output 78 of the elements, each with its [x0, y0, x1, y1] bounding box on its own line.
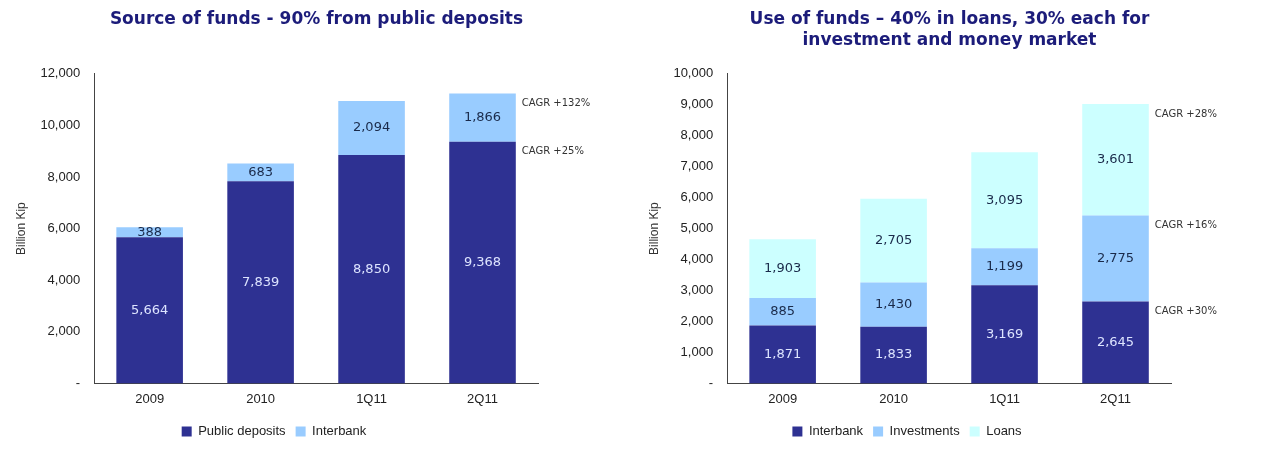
x-tick-label: 2009 — [135, 390, 165, 406]
data-label: 9,368 — [463, 253, 502, 269]
data-label: 2,645 — [1096, 333, 1135, 349]
y-tick-label: 1,000 — [680, 344, 714, 360]
y-tick-label: 9,000 — [680, 96, 714, 112]
bar — [749, 239, 816, 299]
data-label: 1,866 — [463, 109, 502, 125]
data-label: 2,094 — [352, 119, 391, 135]
data-label: 2,775 — [1096, 249, 1135, 265]
data-label: 1,903 — [764, 259, 802, 275]
bar — [338, 101, 405, 156]
legend-label: Public deposits — [198, 423, 287, 439]
y-tick-label: 6,000 — [680, 189, 714, 205]
bar — [860, 198, 927, 283]
y-tick-label: 2,000 — [680, 313, 714, 329]
y-tick-label: - — [75, 374, 81, 390]
data-label: 7,839 — [241, 273, 280, 289]
annotation: CAGR +16% — [1154, 219, 1217, 231]
y-tick-label: 7,000 — [680, 158, 714, 174]
bar — [860, 326, 927, 384]
legend-label: Loans — [986, 423, 1023, 439]
y-tick-label: - — [708, 374, 714, 390]
data-label: 5,664 — [131, 301, 169, 317]
legend-label: Investments — [889, 423, 961, 439]
bar — [227, 181, 294, 384]
x-tick-label: 2Q11 — [1100, 390, 1131, 406]
bar — [1082, 215, 1149, 302]
data-label: 1,833 — [874, 346, 913, 362]
y-tick-label: 4,000 — [680, 251, 714, 267]
data-label: 1,430 — [874, 295, 913, 311]
y-tick-label: 8,000 — [680, 127, 714, 143]
data-label: 3,601 — [1096, 151, 1135, 167]
bar — [971, 152, 1038, 249]
legend-label: Interbank — [312, 423, 367, 439]
y-tick-label: 3,000 — [680, 282, 714, 298]
y-tick-label: 4,000 — [47, 271, 81, 287]
x-tick-label: 1Q11 — [989, 390, 1020, 406]
data-label: 3,169 — [985, 325, 1024, 341]
bar — [860, 282, 927, 327]
bar — [116, 237, 183, 384]
annotation: CAGR +28% — [1154, 107, 1217, 119]
data-label: 388 — [137, 223, 163, 239]
y-tick-label: 10,000 — [40, 116, 81, 132]
data-label: 3,095 — [985, 191, 1024, 207]
y-tick-label: 2,000 — [47, 323, 81, 339]
annotation: CAGR +30% — [1154, 305, 1217, 317]
bar — [971, 285, 1038, 384]
y-tick-label: 8,000 — [47, 168, 81, 184]
annotation: CAGR +132% — [521, 97, 591, 109]
data-label: 683 — [248, 163, 274, 179]
x-tick-label: 1Q11 — [356, 390, 387, 406]
data-label: 885 — [770, 303, 796, 319]
y-tick-label: 12,000 — [40, 65, 81, 81]
bar — [1082, 301, 1149, 384]
data-label: 2,705 — [874, 231, 913, 247]
y-axis-title: Billion Kip — [13, 201, 28, 255]
data-label: 1,871 — [764, 345, 802, 361]
x-tick-label: 2009 — [768, 390, 798, 406]
bar — [749, 325, 816, 384]
bar — [449, 93, 516, 142]
y-tick-label: 5,000 — [680, 220, 714, 236]
bar — [449, 141, 516, 384]
bar — [1082, 104, 1149, 216]
x-tick-label: 2Q11 — [467, 390, 498, 406]
y-tick-label: 10,000 — [673, 65, 714, 81]
y-tick-label: 6,000 — [47, 220, 81, 236]
bar — [971, 248, 1038, 286]
y-axis-title: Billion Kip — [646, 201, 661, 255]
x-tick-label: 2010 — [879, 390, 909, 406]
annotation: CAGR +25% — [521, 145, 584, 157]
data-label: 1,199 — [985, 258, 1024, 274]
data-label: 8,850 — [352, 260, 391, 276]
bar — [749, 298, 816, 326]
chart-title: Source of funds - 90% from public deposits — [108, 7, 525, 30]
chart-title: Use of funds – 40% in loans, 30% each for investment and money market — [748, 7, 1151, 51]
bar — [338, 155, 405, 384]
legend-label: Interbank — [808, 423, 864, 439]
x-tick-label: 2010 — [246, 390, 276, 406]
